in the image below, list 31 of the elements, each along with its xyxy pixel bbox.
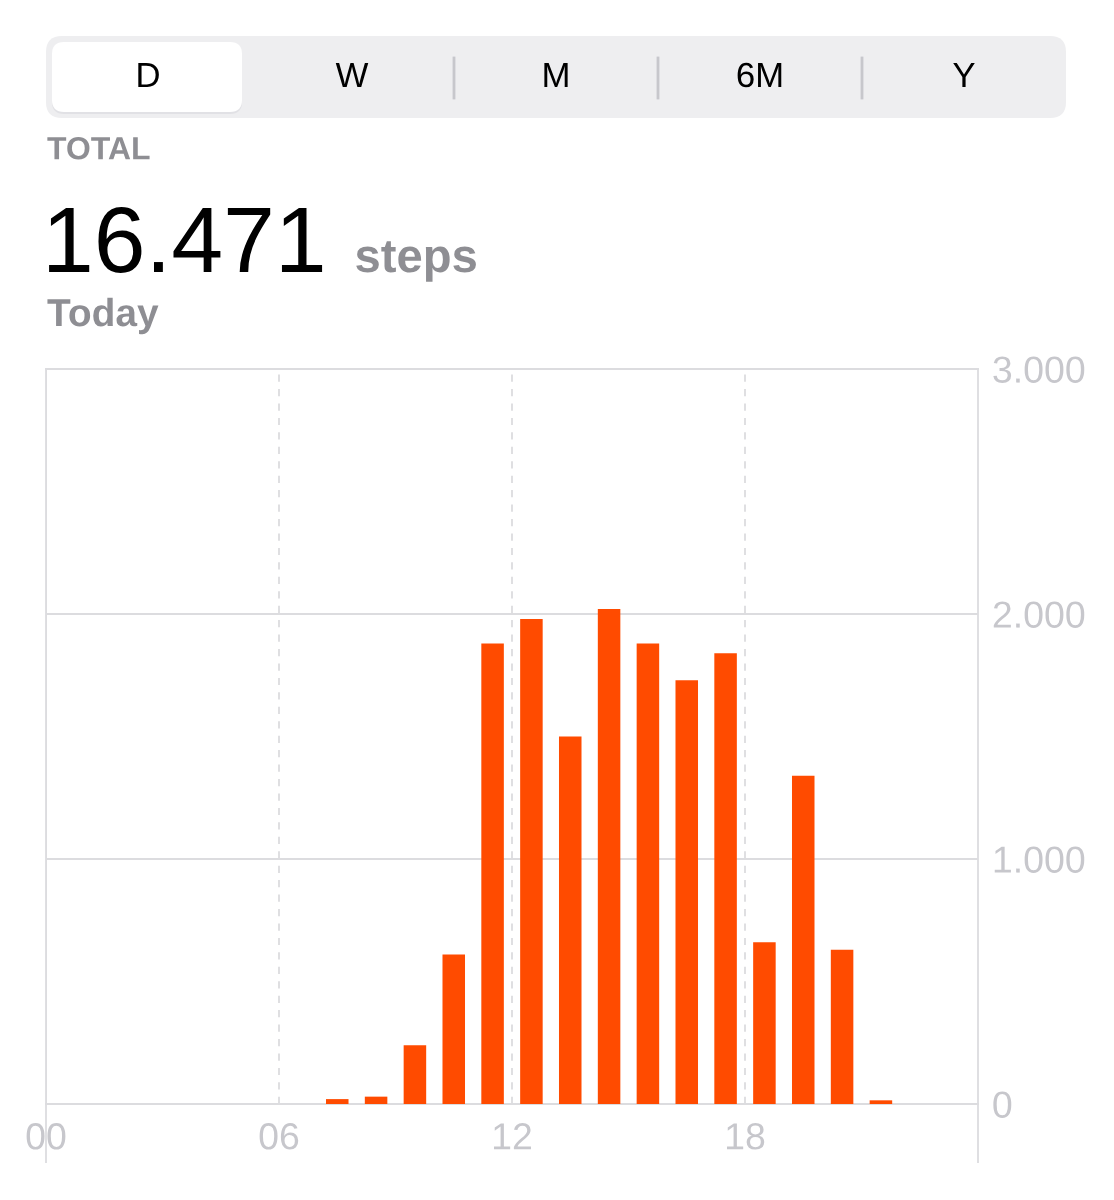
- bar: [481, 643, 504, 1104]
- bar: [520, 618, 543, 1104]
- bar: [791, 775, 815, 1104]
- bar: [403, 1045, 427, 1104]
- bar: [636, 643, 660, 1104]
- bar: [442, 954, 466, 1104]
- x-tick-label: 12: [494, 1123, 531, 1150]
- x-tick-label: 00: [26, 1123, 66, 1150]
- y-tick-label: 1.000: [994, 846, 1085, 873]
- bar: [597, 609, 621, 1104]
- bar: [753, 942, 776, 1104]
- bar: [869, 1100, 893, 1104]
- chart-subtitle: Today: [47, 297, 159, 335]
- bar: [675, 680, 699, 1104]
- bar: [714, 653, 737, 1104]
- bar: [364, 1096, 388, 1104]
- text: 6M: [737, 62, 782, 88]
- y-tick-label: 3.000: [993, 356, 1085, 383]
- text: TOTAL: [47, 136, 150, 160]
- chart-title: 16.471 steps: [49, 207, 476, 282]
- bar: [558, 736, 582, 1104]
- y-tick-label: 2.000: [993, 601, 1085, 628]
- text: M: [544, 63, 568, 87]
- y-tick-label: 0: [993, 1091, 1012, 1118]
- bar: [830, 949, 854, 1104]
- bar: [325, 1099, 349, 1104]
- x-tick-label: 06: [259, 1123, 299, 1150]
- text: Y: [953, 63, 975, 87]
- x-tick-label: 18: [727, 1123, 765, 1150]
- text: W: [335, 63, 369, 87]
- text: D: [138, 63, 159, 87]
